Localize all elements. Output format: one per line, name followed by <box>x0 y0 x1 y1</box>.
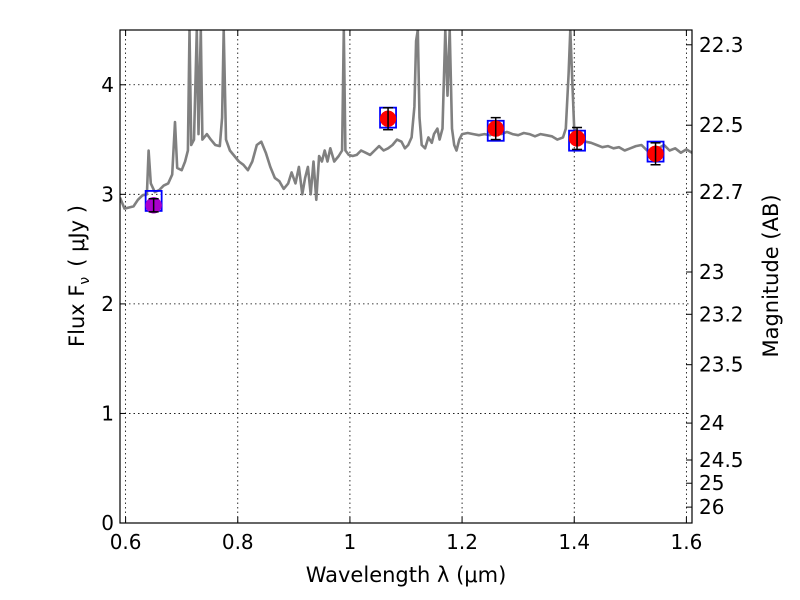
photometry-layer <box>144 106 665 214</box>
y-axis-label: Flux Fν ( μJy ) <box>65 205 93 347</box>
x-tick-label: 0.6 <box>110 530 142 554</box>
right-tick-label: 25 <box>699 471 724 495</box>
y-axis-label-subscript: ν <box>77 277 93 285</box>
grid-lines <box>120 30 692 523</box>
right-tick-label: 23.5 <box>699 353 744 377</box>
spectrum-line <box>120 30 692 210</box>
y-tick-label: 3 <box>101 182 114 206</box>
y-tick-label: 0 <box>101 511 114 535</box>
right-axis-label: Magnitude (AB) <box>759 194 783 357</box>
y-axis-label-main: Flux F <box>65 285 89 347</box>
spectrum-layer <box>120 30 692 210</box>
plot-frame <box>119 29 693 524</box>
right-tick-label: 22.5 <box>699 113 744 137</box>
x-tick-label: 1.4 <box>558 530 590 554</box>
right-tick-label: 23.2 <box>699 302 744 326</box>
right-tick-label: 23 <box>699 260 724 284</box>
x-axis-label: Wavelength λ (μm) <box>306 563 507 587</box>
y-tick-label: 1 <box>101 401 114 425</box>
right-tick-label: 22.3 <box>699 33 744 57</box>
y-tick-label: 2 <box>101 292 114 316</box>
y-tick-label: 4 <box>101 73 114 97</box>
right-tick-label: 24 <box>699 411 724 435</box>
x-tick-label: 1.6 <box>670 530 702 554</box>
right-tick-label: 24.5 <box>699 448 744 472</box>
right-tick-label: 26 <box>699 495 724 519</box>
y-axis-label-unit: ( μJy ) <box>65 205 89 267</box>
x-tick-label: 0.8 <box>222 530 254 554</box>
x-tick-label: 1.2 <box>446 530 478 554</box>
right-tick-label: 22.7 <box>699 180 744 204</box>
x-tick-label: 1 <box>344 530 357 554</box>
axis-ticks: 0.6 0.8 1 1.2 1.4 1.60123422.322.522.72323.22… <box>101 30 744 554</box>
